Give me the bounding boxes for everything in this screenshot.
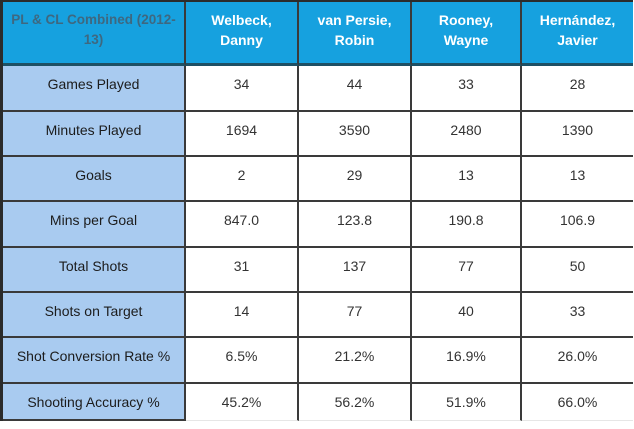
stat-value: 45.2% bbox=[186, 384, 299, 421]
table-corner-header: PL & CL Combined (2012- 13) bbox=[3, 2, 186, 66]
player-name-line: Hernández, bbox=[539, 12, 616, 28]
player-name-line: Welbeck, bbox=[211, 12, 272, 28]
stat-value: 66.0% bbox=[522, 384, 633, 421]
column-header-hernandez: Hernández, Javier bbox=[522, 2, 633, 66]
stat-value: 13 bbox=[522, 157, 633, 202]
column-header-welbeck: Welbeck, Danny bbox=[186, 2, 299, 66]
stat-value: 2480 bbox=[412, 112, 522, 157]
row-label-shots-on-target: Shots on Target bbox=[3, 293, 186, 338]
stat-value: 2 bbox=[186, 157, 299, 202]
stat-value: 21.2% bbox=[299, 338, 412, 384]
stat-value: 34 bbox=[186, 66, 299, 112]
player-name-line: Javier bbox=[557, 32, 598, 48]
corner-line-2: 13) bbox=[83, 32, 104, 47]
stat-value: 40 bbox=[412, 293, 522, 338]
row-label-mins-per-goal: Mins per Goal bbox=[3, 202, 186, 248]
stat-value: 50 bbox=[522, 248, 633, 293]
player-name-line: Rooney, bbox=[438, 12, 494, 28]
stat-value: 28 bbox=[522, 66, 633, 112]
stat-value: 137 bbox=[299, 248, 412, 293]
stat-value: 33 bbox=[412, 66, 522, 112]
row-label-total-shots: Total Shots bbox=[3, 248, 186, 293]
stat-value: 14 bbox=[186, 293, 299, 338]
stat-value: 44 bbox=[299, 66, 412, 112]
stat-value: 31 bbox=[186, 248, 299, 293]
column-header-van-persie: van Persie, Robin bbox=[299, 2, 412, 66]
player-name-line: Danny bbox=[220, 32, 263, 48]
row-label-games-played: Games Played bbox=[3, 66, 186, 112]
stat-value: 77 bbox=[412, 248, 522, 293]
stat-value: 123.8 bbox=[299, 202, 412, 248]
corner-line-1: PL & CL Combined (2012- bbox=[11, 12, 176, 27]
stat-value: 51.9% bbox=[412, 384, 522, 421]
row-label-shot-conversion-rate: Shot Conversion Rate % bbox=[3, 338, 186, 384]
player-stats-table: PL & CL Combined (2012- 13) Welbeck, Dan… bbox=[0, 0, 633, 421]
row-label-goals: Goals bbox=[3, 157, 186, 202]
player-name-line: van Persie, bbox=[317, 12, 392, 28]
stat-value: 77 bbox=[299, 293, 412, 338]
stat-value: 26.0% bbox=[522, 338, 633, 384]
stat-value: 106.9 bbox=[522, 202, 633, 248]
stat-value: 13 bbox=[412, 157, 522, 202]
stat-value: 29 bbox=[299, 157, 412, 202]
stat-value: 16.9% bbox=[412, 338, 522, 384]
stat-value: 6.5% bbox=[186, 338, 299, 384]
column-header-rooney: Rooney, Wayne bbox=[412, 2, 522, 66]
stat-value: 3590 bbox=[299, 112, 412, 157]
stat-value: 56.2% bbox=[299, 384, 412, 421]
stat-value: 190.8 bbox=[412, 202, 522, 248]
row-label-shooting-accuracy: Shooting Accuracy % bbox=[3, 384, 186, 421]
stat-value: 33 bbox=[522, 293, 633, 338]
stat-value: 847.0 bbox=[186, 202, 299, 248]
stat-value: 1694 bbox=[186, 112, 299, 157]
player-name-line: Robin bbox=[334, 32, 375, 48]
stat-value: 1390 bbox=[522, 112, 633, 157]
player-name-line: Wayne bbox=[443, 32, 489, 48]
row-label-minutes-played: Minutes Played bbox=[3, 112, 186, 157]
